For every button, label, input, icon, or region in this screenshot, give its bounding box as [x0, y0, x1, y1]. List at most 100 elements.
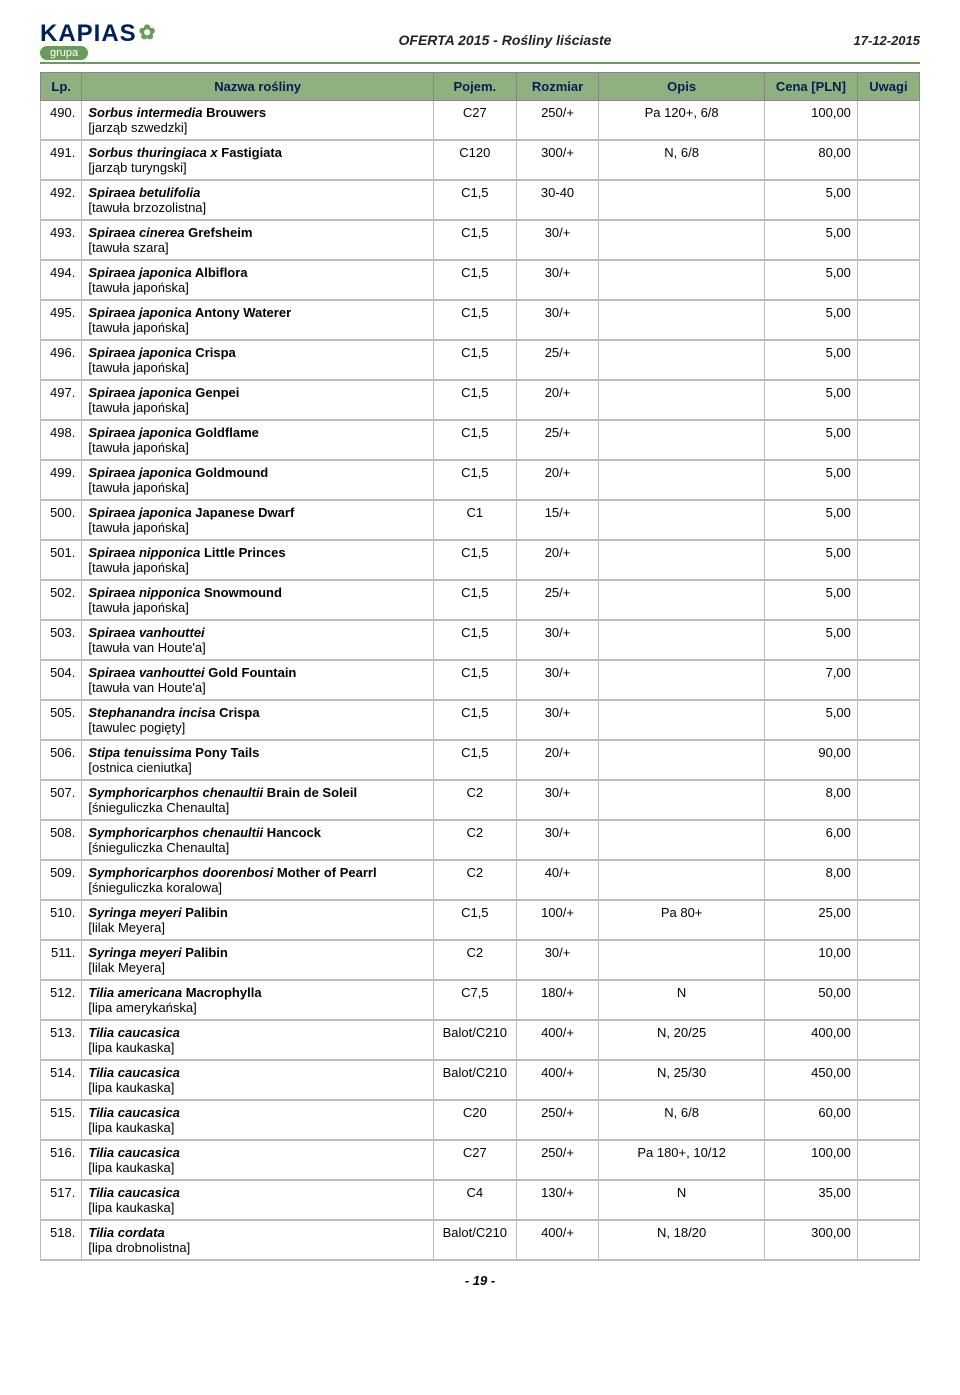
cell-opis: Pa 120+, 6/8	[599, 101, 764, 141]
cell-pojem: C20	[433, 1100, 516, 1140]
cell-opis: N	[599, 980, 764, 1020]
cell-lp: 508.	[41, 820, 82, 860]
table-row: 509.Symphoricarphos doorenbosi Mother of…	[41, 860, 920, 900]
cell-name: Tilia cordata[lipa drobnolistna]	[82, 1220, 434, 1260]
cell-rozmiar: 20/+	[516, 740, 599, 780]
cell-rozmiar: 30/+	[516, 300, 599, 340]
cell-opis	[599, 420, 764, 460]
cell-lp: 502.	[41, 580, 82, 620]
cell-cena: 60,00	[764, 1100, 857, 1140]
cell-pojem: C120	[433, 140, 516, 180]
cell-opis: N, 6/8	[599, 1100, 764, 1140]
table-row: 492.Spiraea betulifolia[tawuła brzozolis…	[41, 180, 920, 220]
cell-pojem: C27	[433, 101, 516, 141]
cell-pojem: C1,5	[433, 540, 516, 580]
table-row: 494.Spiraea japonica Albiflora[tawuła ja…	[41, 260, 920, 300]
table-row: 493.Spiraea cinerea Grefsheim[tawuła sza…	[41, 220, 920, 260]
table-row: 496.Spiraea japonica Crispa[tawuła japoń…	[41, 340, 920, 380]
cell-name: Spiraea nipponica Little Princes[tawuła …	[82, 540, 434, 580]
cell-cena: 8,00	[764, 780, 857, 820]
cell-lp: 492.	[41, 180, 82, 220]
cell-lp: 500.	[41, 500, 82, 540]
cell-lp: 496.	[41, 340, 82, 380]
cell-uwagi	[857, 420, 919, 460]
cell-uwagi	[857, 1100, 919, 1140]
cell-uwagi	[857, 260, 919, 300]
cell-cena: 10,00	[764, 940, 857, 980]
cell-name: Tilia caucasica[lipa kaukaska]	[82, 1140, 434, 1180]
table-row: 517.Tilia caucasica[lipa kaukaska]C4130/…	[41, 1180, 920, 1220]
cell-cena: 100,00	[764, 101, 857, 141]
cell-lp: 512.	[41, 980, 82, 1020]
cell-opis	[599, 780, 764, 820]
cell-rozmiar: 300/+	[516, 140, 599, 180]
cell-opis	[599, 660, 764, 700]
cell-name: Spiraea japonica Goldmound[tawuła japońs…	[82, 460, 434, 500]
cell-cena: 5,00	[764, 180, 857, 220]
cell-rozmiar: 30/+	[516, 780, 599, 820]
cell-lp: 497.	[41, 380, 82, 420]
table-row: 512.Tilia americana Macrophylla[lipa ame…	[41, 980, 920, 1020]
cell-cena: 5,00	[764, 300, 857, 340]
cell-opis	[599, 460, 764, 500]
cell-opis	[599, 820, 764, 860]
cell-opis	[599, 180, 764, 220]
cell-opis	[599, 540, 764, 580]
cell-uwagi	[857, 140, 919, 180]
cell-rozmiar: 25/+	[516, 420, 599, 460]
cell-name: Symphoricarphos chenaultii Hancock[śnieg…	[82, 820, 434, 860]
cell-cena: 8,00	[764, 860, 857, 900]
table-row: 516.Tilia caucasica[lipa kaukaska]C27250…	[41, 1140, 920, 1180]
cell-lp: 516.	[41, 1140, 82, 1180]
cell-name: Spiraea japonica Crispa[tawuła japońska]	[82, 340, 434, 380]
cell-rozmiar: 130/+	[516, 1180, 599, 1220]
plants-table: Lp. Nazwa rośliny Pojem. Rozmiar Opis Ce…	[40, 72, 920, 1261]
cell-uwagi	[857, 180, 919, 220]
col-pojem: Pojem.	[433, 73, 516, 101]
cell-rozmiar: 25/+	[516, 340, 599, 380]
cell-rozmiar: 400/+	[516, 1060, 599, 1100]
cell-lp: 506.	[41, 740, 82, 780]
cell-pojem: C2	[433, 940, 516, 980]
cell-uwagi	[857, 300, 919, 340]
cell-uwagi	[857, 1020, 919, 1060]
cell-pojem: C1	[433, 500, 516, 540]
cell-opis	[599, 500, 764, 540]
cell-name: Spiraea cinerea Grefsheim[tawuła szara]	[82, 220, 434, 260]
cell-uwagi	[857, 620, 919, 660]
cell-lp: 491.	[41, 140, 82, 180]
cell-opis	[599, 860, 764, 900]
cell-lp: 503.	[41, 620, 82, 660]
cell-uwagi	[857, 220, 919, 260]
document-title: OFERTA 2015 - Rośliny liściaste	[156, 32, 853, 48]
table-row: 504.Spiraea vanhouttei Gold Fountain[taw…	[41, 660, 920, 700]
cell-name: Symphoricarphos doorenbosi Mother of Pea…	[82, 860, 434, 900]
cell-cena: 80,00	[764, 140, 857, 180]
cell-lp: 498.	[41, 420, 82, 460]
cell-cena: 450,00	[764, 1060, 857, 1100]
cell-name: Spiraea vanhouttei[tawuła van Houte'a]	[82, 620, 434, 660]
cell-rozmiar: 20/+	[516, 540, 599, 580]
cell-lp: 494.	[41, 260, 82, 300]
cell-uwagi	[857, 1060, 919, 1100]
cell-cena: 5,00	[764, 220, 857, 260]
table-row: 514.Tilia caucasica[lipa kaukaska]Balot/…	[41, 1060, 920, 1100]
cell-pojem: C2	[433, 860, 516, 900]
cell-rozmiar: 30/+	[516, 820, 599, 860]
cell-rozmiar: 30/+	[516, 260, 599, 300]
page-number: - 19 -	[40, 1273, 920, 1288]
cell-cena: 5,00	[764, 620, 857, 660]
cell-cena: 400,00	[764, 1020, 857, 1060]
cell-uwagi	[857, 900, 919, 940]
cell-pojem: C1,5	[433, 420, 516, 460]
cell-lp: 501.	[41, 540, 82, 580]
cell-rozmiar: 20/+	[516, 380, 599, 420]
cell-name: Tilia americana Macrophylla[lipa ameryka…	[82, 980, 434, 1020]
cell-opis	[599, 740, 764, 780]
table-row: 501.Spiraea nipponica Little Princes[taw…	[41, 540, 920, 580]
cell-name: Tilia caucasica[lipa kaukaska]	[82, 1100, 434, 1140]
cell-pojem: C1,5	[433, 580, 516, 620]
cell-lp: 507.	[41, 780, 82, 820]
cell-lp: 511.	[41, 940, 82, 980]
cell-name: Symphoricarphos chenaultii Brain de Sole…	[82, 780, 434, 820]
